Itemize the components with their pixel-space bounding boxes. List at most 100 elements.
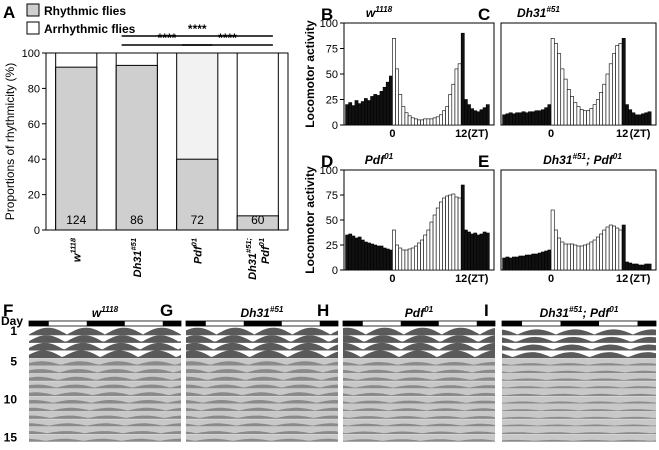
legend-entry: Rhythmic flies — [44, 4, 126, 18]
activity-bar — [407, 115, 412, 126]
activity-bar — [354, 237, 359, 271]
actogram-row-bg — [29, 358, 181, 366]
activity-bar — [505, 113, 510, 126]
activity-bar — [553, 43, 558, 126]
actogram-row-bg — [29, 350, 181, 359]
activity-bar — [605, 226, 610, 271]
activity-bar — [599, 233, 604, 271]
activity-bar — [373, 244, 378, 271]
activity-bar — [454, 196, 459, 271]
y-tick-label: 0 — [34, 225, 40, 237]
actogram-row-bg — [186, 404, 338, 412]
actogram-row-bg — [29, 373, 181, 382]
activity-bar — [398, 94, 403, 126]
activity-bar — [576, 245, 581, 271]
activity-trace — [186, 438, 338, 442]
activity-bar — [524, 254, 529, 271]
activity-bar — [528, 254, 532, 271]
activity-trace — [502, 329, 656, 336]
ld-bar-dark — [86, 321, 125, 326]
activity-bar — [647, 111, 652, 126]
panel-letter-a: A — [3, 3, 15, 22]
activity-bar — [470, 108, 474, 126]
activity-bar — [515, 256, 520, 271]
category-label: Pdf01 — [189, 238, 204, 264]
activity-bar — [385, 248, 390, 271]
activity-trace — [502, 336, 656, 344]
activity-trace — [186, 392, 338, 397]
day-label: 5 — [10, 355, 17, 369]
activity-trace — [29, 400, 181, 404]
y-axis-title: Locomotor activity — [303, 20, 317, 128]
activity-bar — [351, 105, 356, 126]
activity-bar — [641, 264, 645, 271]
activity-bar — [485, 104, 490, 126]
activity-bar — [573, 244, 578, 271]
activity-bar — [560, 241, 565, 271]
activity-bar — [364, 98, 368, 126]
ld-bar-dark — [319, 321, 338, 326]
bar-arrhythmic — [236, 52, 279, 231]
activity-trace — [502, 409, 656, 412]
x-tick-label: 0 — [389, 128, 395, 140]
activity-bar — [382, 247, 387, 271]
actogram-row-bg — [343, 366, 495, 374]
legend-swatch — [26, 21, 40, 35]
activity-bar — [621, 37, 626, 126]
activity-bar — [407, 248, 412, 271]
x-tick-label: 0 — [389, 273, 395, 285]
activity-bar — [602, 83, 607, 126]
activity-bar — [467, 104, 471, 126]
actogram-rows — [186, 327, 338, 443]
activity-trace — [502, 363, 656, 366]
activity-trace — [502, 432, 656, 435]
activity-trace — [343, 408, 495, 412]
activity-bar — [379, 91, 384, 126]
ld-bar-dark — [162, 321, 181, 326]
activity-trace — [502, 439, 656, 442]
y-tick-label: 80 — [28, 83, 40, 95]
activity-bar — [479, 109, 484, 126]
activity-bar — [518, 255, 523, 271]
activity-bar — [508, 257, 513, 271]
activity-bar — [360, 239, 365, 271]
activity-bar — [457, 63, 462, 126]
activity-bar — [547, 249, 552, 271]
ld-bar-dark — [186, 321, 206, 326]
x-tick-label: 12 — [455, 273, 467, 285]
panel-title: w1118 — [92, 305, 119, 320]
activity-bar — [410, 117, 415, 126]
actogram-row-bg — [343, 426, 495, 435]
activity-bar — [357, 236, 362, 271]
activity-bar — [583, 244, 587, 271]
y-tick-label: 20 — [28, 190, 40, 202]
legend-swatch — [26, 3, 40, 17]
actogram-row-bg — [29, 411, 181, 420]
panel-letter-b: B — [321, 5, 333, 24]
activity-bar — [476, 111, 481, 126]
activity-bar — [395, 244, 399, 271]
y-tick-label: 75 — [326, 44, 338, 56]
activity-bar — [589, 241, 594, 271]
legend-entry: Arrhythmic flies — [44, 22, 136, 36]
panel-title: Pdf01 — [365, 152, 394, 167]
activity-bar — [579, 109, 584, 126]
activity-bar — [618, 43, 623, 126]
actogram-row-bg — [343, 419, 495, 427]
activity-bar — [467, 231, 471, 271]
ld-bar-dark — [243, 321, 282, 326]
actogram-row-bg — [29, 434, 181, 442]
actogram-row-bg — [29, 388, 181, 397]
activity-bar — [351, 235, 356, 271]
activity-bar — [370, 243, 374, 271]
activity-bar — [570, 243, 574, 271]
activity-bar — [589, 108, 594, 126]
activity-bar — [541, 251, 545, 271]
activity-trace — [343, 392, 495, 397]
activity-bar — [550, 209, 555, 271]
actogram-row-bg — [502, 381, 656, 389]
activity-bar — [586, 243, 591, 271]
activity-trace — [29, 327, 181, 336]
activity-bar — [479, 233, 484, 271]
activity-bar — [392, 229, 396, 271]
